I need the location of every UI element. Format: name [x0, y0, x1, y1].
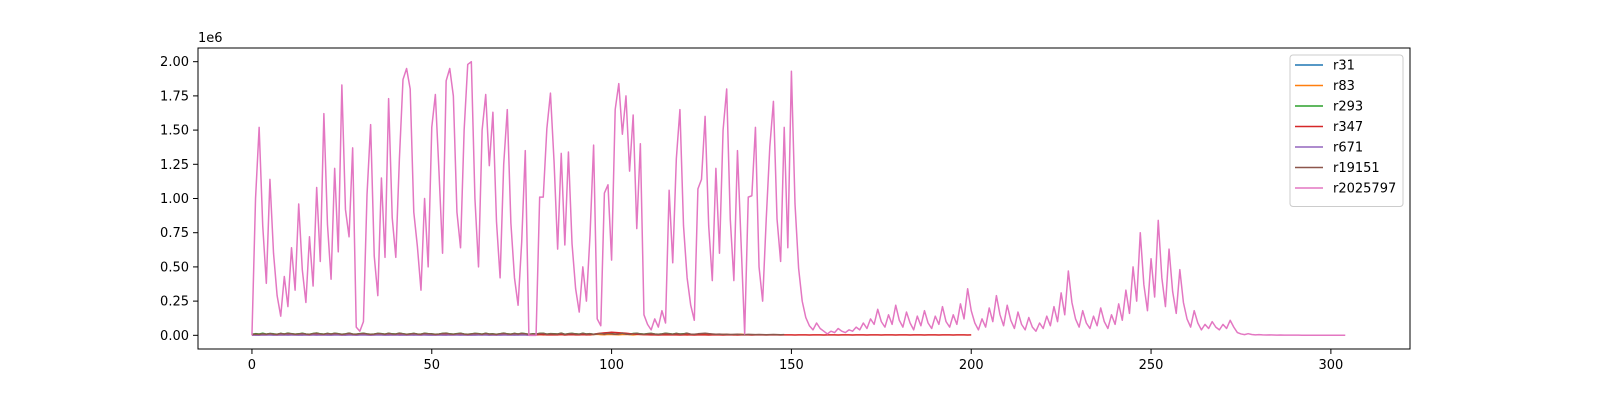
x-tick-label: 50: [423, 358, 440, 373]
legend-label-r671: r671: [1333, 141, 1363, 156]
y-tick-label: 0.00: [160, 329, 189, 344]
x-tick-label: 150: [779, 358, 804, 373]
legend: r31 r83 r293 r347 r671 r19151 r2025797: [1289, 54, 1404, 207]
legend-box: [1289, 54, 1404, 207]
y-tick-label: 0.25: [160, 295, 189, 310]
x-tick-label: 250: [1139, 358, 1164, 373]
series-layer: [251, 60, 1346, 337]
y-tick-label: 1.00: [160, 192, 189, 207]
x-tick-label: 0: [248, 358, 256, 373]
y-axis-offset-label: 1e6: [198, 31, 223, 46]
legend-label-r293: r293: [1333, 100, 1363, 115]
y-tick-label: 1.75: [160, 89, 189, 104]
y-tick-label: 1.25: [160, 158, 189, 173]
x-tick-label: 200: [959, 358, 984, 373]
legend-label-r2025797: r2025797: [1333, 182, 1396, 197]
y-tick-label: 0.75: [160, 226, 189, 241]
y-tick-label: 1.50: [160, 124, 189, 139]
axes-layer: 0 50 100 150 200 250 300 0.00 0.25 0.50 0.75 1.00 1.…: [160, 55, 1343, 373]
y-tick-label: 0.50: [160, 260, 189, 275]
plot-frame: [197, 47, 1411, 350]
x-tick-label: 100: [599, 358, 624, 373]
legend-label-r83: r83: [1333, 79, 1355, 94]
series-line-r19151: [251, 332, 785, 336]
x-tick-label: 300: [1318, 358, 1343, 373]
legend-label-r347: r347: [1333, 120, 1363, 135]
legend-label-r31: r31: [1333, 59, 1355, 74]
series-line-r2025797: [251, 60, 1346, 337]
y-tick-label: 2.00: [160, 55, 189, 70]
legend-label-r19151: r19151: [1333, 161, 1380, 176]
